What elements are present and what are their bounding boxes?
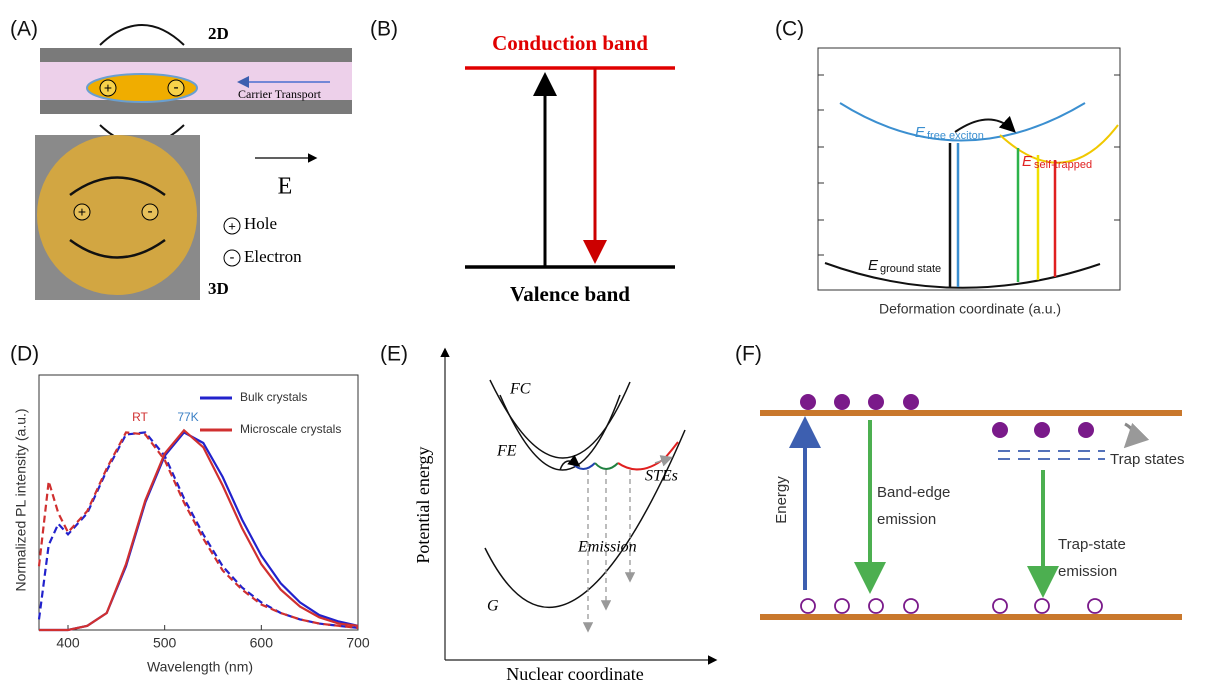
x-axis-label: Deformation coordinate (a.u.) bbox=[879, 301, 1061, 317]
fe-label: FE bbox=[496, 443, 517, 460]
exciton-3d bbox=[37, 135, 197, 295]
fc-label: FC bbox=[509, 381, 531, 398]
legend-label: Microscale crystals bbox=[240, 422, 341, 436]
panel-f: (F) Energy Band-edge emission Trap state… bbox=[735, 343, 1184, 620]
electrons bbox=[800, 394, 1094, 438]
y-axis-label: Potential energy bbox=[413, 446, 433, 563]
self-trapped-curve bbox=[999, 124, 1119, 164]
trap-states bbox=[998, 450, 1105, 460]
sign: - bbox=[173, 79, 178, 96]
transport-label: Carrier Transport bbox=[238, 87, 322, 101]
x-tick-label: 600 bbox=[250, 635, 274, 651]
field-line bbox=[99, 24, 185, 46]
panel-label: (F) bbox=[735, 343, 762, 366]
sign: + bbox=[104, 80, 112, 96]
x-tick-label: 400 bbox=[56, 635, 80, 651]
plot-frame bbox=[38, 374, 359, 631]
series-line bbox=[37, 431, 359, 629]
field-label: E bbox=[278, 174, 293, 200]
panel-c: (C) E free exciton E self-trapped E grou… bbox=[775, 18, 1121, 317]
band-edge-label: emission bbox=[877, 511, 936, 528]
panel-d: (D) Normalized PL intensity (a.u.) Wavel… bbox=[10, 343, 370, 675]
electron-icon bbox=[223, 249, 241, 267]
holes bbox=[800, 598, 1103, 614]
band-edge-label: Band-edge bbox=[877, 484, 950, 501]
panel-label: (B) bbox=[370, 18, 398, 41]
trap-states-label: Trap states bbox=[1110, 451, 1184, 468]
trap-emission-label: Trap-state bbox=[1058, 536, 1126, 553]
annotation: RT bbox=[132, 410, 148, 424]
relax-arrow bbox=[654, 455, 673, 467]
trap-emission-label: emission bbox=[1058, 563, 1117, 580]
sign: - bbox=[147, 203, 152, 220]
legend-label: Bulk crystals bbox=[240, 390, 307, 404]
panel-label: (A) bbox=[10, 18, 38, 41]
x-axis-label: Wavelength (nm) bbox=[147, 659, 253, 675]
hole bbox=[99, 79, 117, 97]
energy-label: Energy bbox=[773, 476, 790, 524]
electron bbox=[141, 203, 159, 221]
x-tick-label: 700 bbox=[346, 635, 370, 651]
free-exciton-curve bbox=[839, 102, 1086, 142]
legend-hole: Hole bbox=[244, 214, 277, 233]
x-tick-label: 500 bbox=[153, 635, 177, 651]
electron bbox=[167, 79, 185, 97]
emission-arrows bbox=[582, 470, 636, 633]
series-line bbox=[37, 431, 359, 629]
exciton bbox=[86, 73, 198, 103]
valence-label: Valence band bbox=[510, 282, 630, 306]
panel-b: (B) Conduction band Valence band bbox=[370, 18, 675, 306]
frame-ticks bbox=[818, 74, 1120, 256]
legend-electron: Electron bbox=[244, 247, 302, 266]
fe-curve bbox=[499, 394, 621, 471]
self-trapped-label: self-trapped bbox=[1034, 159, 1092, 171]
panel-label: (D) bbox=[10, 343, 39, 366]
symbol: E bbox=[915, 124, 926, 141]
sign: + bbox=[78, 204, 86, 220]
panel-label: (C) bbox=[775, 18, 804, 41]
field-line bbox=[69, 238, 166, 259]
trap-arrow bbox=[559, 454, 581, 471]
ground-curve bbox=[484, 429, 686, 609]
ste-well bbox=[594, 462, 619, 470]
symbol: E bbox=[1022, 153, 1033, 170]
g-label: G bbox=[487, 598, 499, 615]
sign: - bbox=[230, 249, 235, 266]
trapping-arrow bbox=[954, 115, 1016, 133]
label-2d: 2D bbox=[208, 24, 229, 43]
label-3d: 3D bbox=[208, 279, 229, 298]
emission-label: Emission bbox=[577, 539, 637, 556]
valence-band bbox=[760, 614, 1182, 620]
panel-e: (E) Potential energy Nuclear coordinate … bbox=[380, 343, 718, 684]
stes-label: STEs bbox=[645, 468, 678, 485]
hole-icon bbox=[223, 217, 241, 235]
field-line bbox=[69, 176, 166, 197]
panel-label: (E) bbox=[380, 343, 408, 366]
trapping-arrow bbox=[1123, 422, 1150, 449]
conduction-label: Conduction band bbox=[492, 31, 648, 55]
symbol: E bbox=[868, 257, 879, 274]
frame bbox=[817, 47, 1121, 291]
sign: + bbox=[228, 218, 236, 233]
ground-label: ground state bbox=[880, 263, 941, 275]
annotation: 77K bbox=[177, 410, 198, 424]
series-line bbox=[39, 428, 359, 632]
hole bbox=[73, 203, 91, 221]
y-axis-label: Normalized PL intensity (a.u.) bbox=[13, 408, 29, 591]
ground-curve bbox=[824, 262, 1101, 289]
x-axis-label: Nuclear coordinate bbox=[506, 664, 643, 684]
conduction-band bbox=[760, 410, 1182, 416]
panel-a: (A) + - 2D Carrier Transport + - 3D E + … bbox=[10, 18, 352, 300]
free-exciton-label: free exciton bbox=[927, 130, 984, 142]
